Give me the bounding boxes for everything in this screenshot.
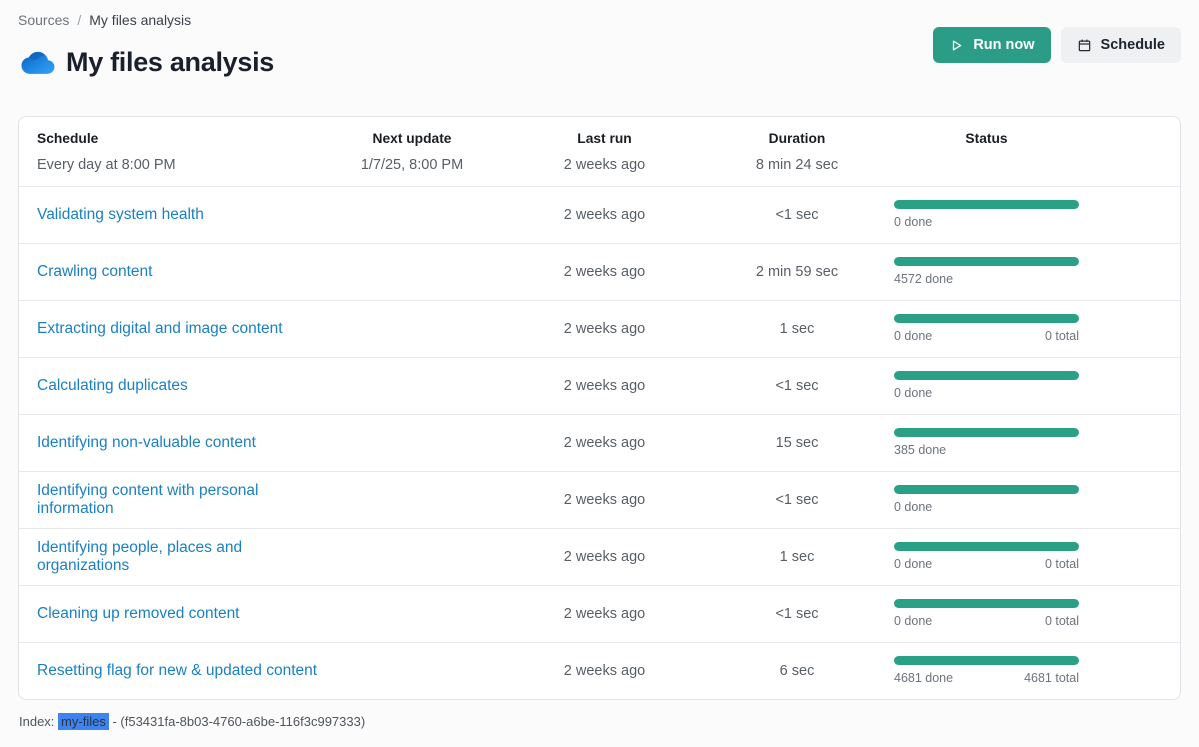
index-label: Index: xyxy=(19,714,55,729)
breadcrumb-sources-link[interactable]: Sources xyxy=(18,12,70,28)
progress-bar xyxy=(894,371,1079,380)
play-icon xyxy=(949,38,964,53)
next-update-value: 1/7/25, 8:00 PM xyxy=(360,157,464,173)
run-now-button[interactable]: Run now xyxy=(933,27,1051,63)
onedrive-cloud-icon xyxy=(18,49,55,76)
run-now-label: Run now xyxy=(973,37,1035,53)
duration-value: 8 min 24 sec xyxy=(755,157,839,173)
progress-bar xyxy=(894,428,1079,437)
task-last-run: 2 weeks ago xyxy=(563,663,646,679)
task-duration: 2 min 59 sec xyxy=(755,264,839,280)
column-header-status: Status xyxy=(965,131,1008,146)
task-duration: 15 sec xyxy=(775,435,819,451)
table-row: Calculating duplicates 2 weeks ago <1 se… xyxy=(19,357,1180,414)
progress-bar xyxy=(894,656,1079,665)
progress-bar xyxy=(894,485,1079,494)
task-last-run: 2 weeks ago xyxy=(563,321,646,337)
task-done-count: 4681 done xyxy=(894,671,954,685)
table-row: Cleaning up removed content 2 weeks ago … xyxy=(19,585,1180,642)
table-row: Validating system health 2 weeks ago <1 … xyxy=(19,186,1180,243)
task-last-run: 2 weeks ago xyxy=(563,207,646,223)
index-name-highlighted: my-files xyxy=(58,713,109,730)
task-done-count: 0 done xyxy=(894,386,933,400)
task-duration: <1 sec xyxy=(775,378,819,394)
task-link[interactable]: Crawling content xyxy=(37,263,153,280)
column-header-schedule: Schedule xyxy=(37,131,99,146)
task-total-count: 4681 total xyxy=(1024,671,1079,685)
progress-bar xyxy=(894,599,1079,608)
table-row: Resetting flag for new & updated content… xyxy=(19,642,1180,699)
task-done-count: 0 done xyxy=(894,614,933,628)
calendar-icon xyxy=(1077,38,1092,53)
progress-bar xyxy=(894,314,1079,323)
table-row: Crawling content 2 weeks ago 2 min 59 se… xyxy=(19,243,1180,300)
action-buttons: Run now Schedule xyxy=(933,27,1181,63)
task-link[interactable]: Validating system health xyxy=(37,206,204,223)
last-run-value: 2 weeks ago xyxy=(563,157,646,173)
task-last-run: 2 weeks ago xyxy=(563,606,646,622)
breadcrumb-current: My files analysis xyxy=(89,12,192,28)
task-done-count: 385 done xyxy=(894,443,947,457)
progress-bar xyxy=(894,200,1079,209)
task-last-run: 2 weeks ago xyxy=(563,264,646,280)
index-footer: Index: my-files - (f53431fa-8b03-4760-a6… xyxy=(19,713,1181,730)
index-uuid: - (f53431fa-8b03-4760-a6be-116f3c997333) xyxy=(112,714,366,729)
column-header-last-run: Last run xyxy=(577,131,632,146)
task-last-run: 2 weeks ago xyxy=(563,549,646,565)
task-total-count: 0 total xyxy=(1044,329,1079,343)
task-link[interactable]: Identifying people, places and organizat… xyxy=(37,539,243,574)
task-rows: Validating system health 2 weeks ago <1 … xyxy=(19,186,1180,699)
task-link[interactable]: Calculating duplicates xyxy=(37,377,188,394)
progress-bar xyxy=(894,257,1079,266)
table-row: Identifying people, places and organizat… xyxy=(19,528,1180,585)
task-duration: 1 sec xyxy=(779,549,815,565)
sync-status-table: Schedule Next update Last run Duration S… xyxy=(18,116,1181,700)
table-header-section: Schedule Next update Last run Duration S… xyxy=(19,117,1180,186)
task-total-count: 0 total xyxy=(1044,557,1079,571)
task-duration: <1 sec xyxy=(775,207,819,223)
table-row: Identifying non-valuable content 2 weeks… xyxy=(19,414,1180,471)
task-duration: <1 sec xyxy=(775,606,819,622)
task-last-run: 2 weeks ago xyxy=(563,435,646,451)
task-link[interactable]: Cleaning up removed content xyxy=(37,605,240,622)
column-header-next-update: Next update xyxy=(372,131,452,146)
task-done-count: 4572 done xyxy=(894,272,954,286)
task-total-count: 0 total xyxy=(1044,614,1079,628)
task-duration: 1 sec xyxy=(779,321,815,337)
table-row: Identifying content with personal inform… xyxy=(19,471,1180,528)
breadcrumb: Sources / My files analysis xyxy=(18,12,1181,28)
task-last-run: 2 weeks ago xyxy=(563,378,646,394)
task-link[interactable]: Identifying content with personal inform… xyxy=(37,482,259,517)
task-link[interactable]: Identifying non-valuable content xyxy=(37,434,256,451)
table-row: Extracting digital and image content 2 w… xyxy=(19,300,1180,357)
task-done-count: 0 done xyxy=(894,557,933,571)
schedule-value: Every day at 8:00 PM xyxy=(37,157,176,173)
task-duration: 6 sec xyxy=(779,663,815,679)
task-duration: <1 sec xyxy=(775,492,819,508)
schedule-label: Schedule xyxy=(1100,37,1165,53)
top-bar: Sources / My files analysis My files ana… xyxy=(0,0,1199,80)
task-done-count: 0 done xyxy=(894,329,933,343)
task-done-count: 0 done xyxy=(894,215,933,229)
task-link[interactable]: Resetting flag for new & updated content xyxy=(37,662,318,679)
task-link[interactable]: Extracting digital and image content xyxy=(37,320,283,337)
task-done-count: 0 done xyxy=(894,500,933,514)
progress-bar xyxy=(894,542,1079,551)
page-title: My files analysis xyxy=(66,46,275,77)
column-header-duration: Duration xyxy=(768,131,826,146)
breadcrumb-separator: / xyxy=(77,12,82,28)
schedule-button[interactable]: Schedule xyxy=(1060,27,1181,63)
task-last-run: 2 weeks ago xyxy=(563,492,646,508)
